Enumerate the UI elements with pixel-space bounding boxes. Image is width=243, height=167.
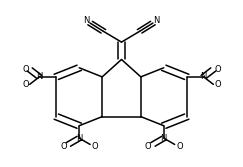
Text: O: O [176,142,183,151]
Text: N: N [76,134,82,143]
Text: O: O [214,80,221,89]
Text: N: N [36,72,43,81]
Text: O: O [214,65,221,74]
Text: N: N [161,134,167,143]
Text: O: O [60,142,67,151]
Text: O: O [145,142,151,151]
Text: N: N [153,16,160,25]
Text: N: N [83,16,90,25]
Text: N: N [200,72,207,81]
Text: O: O [22,65,29,74]
Text: O: O [22,80,29,89]
Text: O: O [92,142,98,151]
